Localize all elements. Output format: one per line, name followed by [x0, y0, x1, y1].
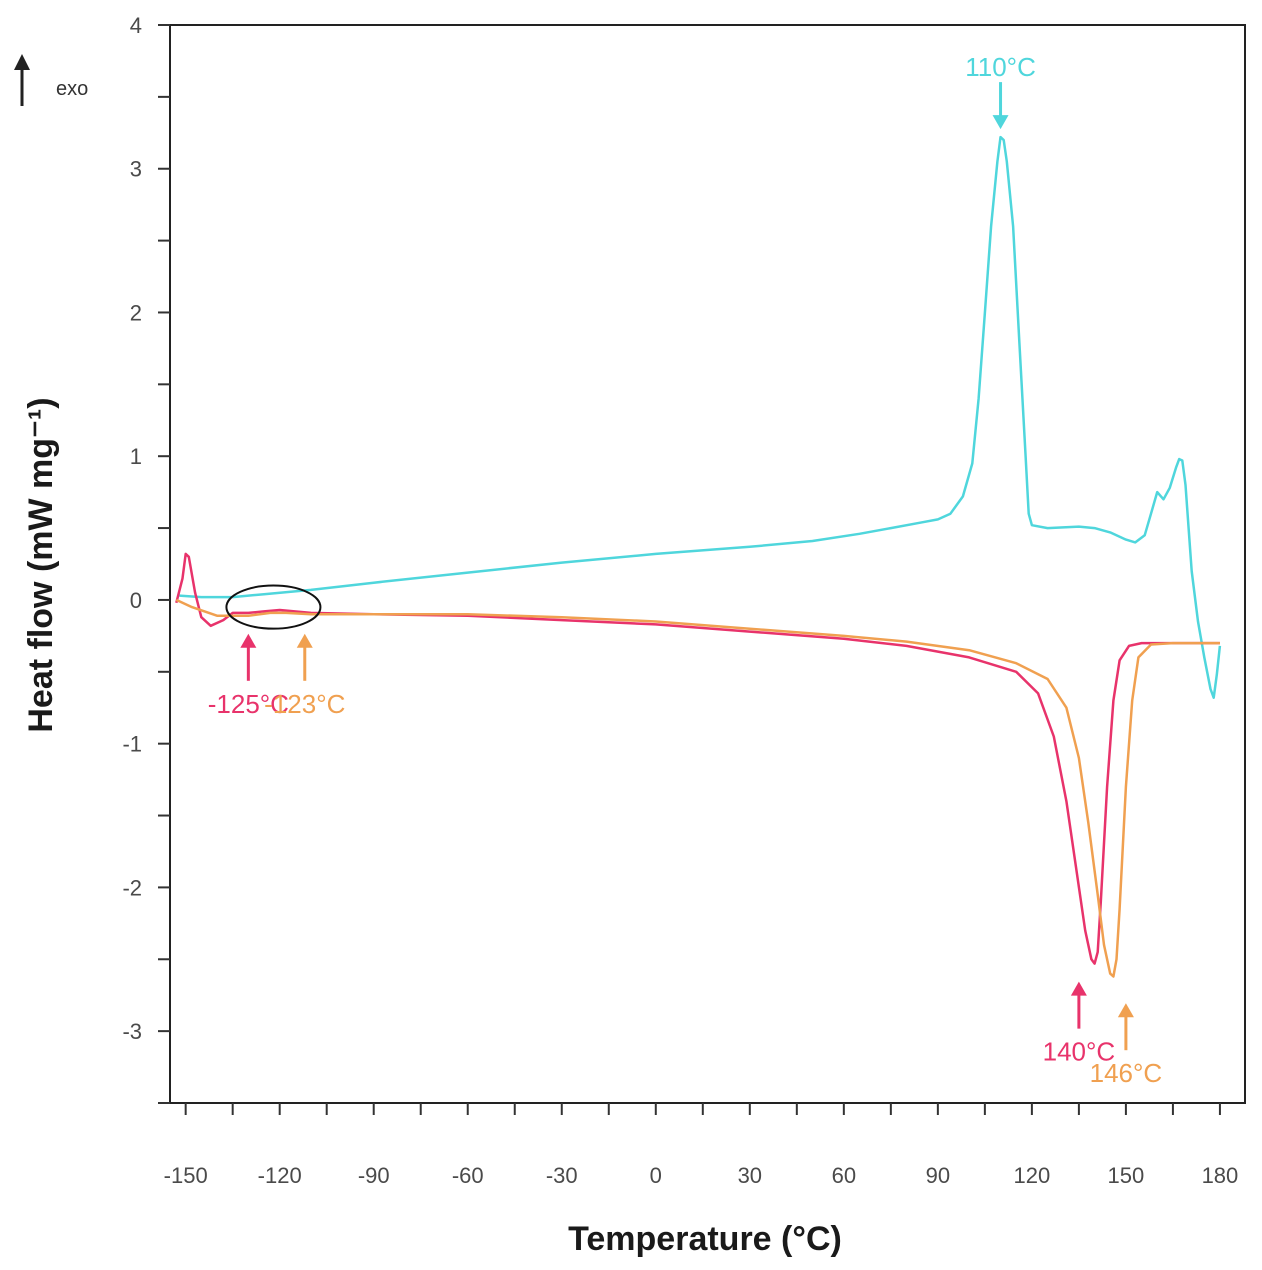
annotation-label: 140°C	[1043, 1037, 1116, 1067]
y-tick-label: 0	[130, 588, 142, 613]
y-axis-title: Heat flow (mW mg⁻¹)	[22, 397, 60, 732]
y-axis-ticks: -3 -2 -1 0 1 2 3 4	[122, 13, 170, 1104]
arrow-up-icon	[1117, 1003, 1134, 1018]
arrow-up-icon	[240, 633, 257, 648]
x-tick-label: -120	[258, 1163, 302, 1188]
x-tick-label: 0	[650, 1163, 662, 1188]
x-tick-label: -150	[164, 1163, 208, 1188]
x-tick-label: 90	[926, 1163, 950, 1188]
y-tick-label: -2	[122, 875, 142, 900]
x-axis-title: Temperature (°C)	[568, 1220, 842, 1258]
arrow-up-icon	[296, 633, 313, 648]
y-tick-label: -1	[122, 732, 142, 757]
x-tick-label: 180	[1202, 1163, 1239, 1188]
annotation-label: 110°C	[965, 52, 1036, 82]
exo-indicator: exo	[14, 54, 88, 106]
x-axis-ticks: -150 -120 -90 -60 -30 0 30 60 90 120 150 180	[164, 1103, 1239, 1188]
annotation-label: -123°C	[264, 689, 345, 719]
y-tick-label: 2	[130, 300, 142, 325]
y-tick-label: 3	[130, 157, 142, 182]
x-tick-label: -30	[546, 1163, 578, 1188]
x-tick-label: 60	[832, 1163, 856, 1188]
x-tick-label: 150	[1108, 1163, 1145, 1188]
series-line-pink	[175, 552, 1220, 965]
x-tick-label: 30	[738, 1163, 762, 1188]
y-tick-label: 4	[130, 13, 142, 38]
highlight-ellipse	[225, 584, 322, 630]
exo-label: exo	[56, 78, 88, 100]
plot-frame	[169, 24, 1246, 1104]
x-tick-label: -60	[452, 1163, 484, 1188]
x-tick-label: -90	[358, 1163, 390, 1188]
series-line-cyan	[179, 135, 1222, 699]
arrow-down-icon	[992, 115, 1009, 130]
annotation-label: 146°C	[1090, 1058, 1163, 1088]
series-layer	[175, 135, 1222, 978]
arrow-up-icon	[1070, 981, 1087, 996]
series-line-orange	[175, 598, 1220, 978]
y-tick-label: -3	[122, 1019, 142, 1044]
exo-arrow-up-icon	[14, 54, 30, 70]
y-tick-label: 1	[130, 444, 142, 469]
annotation-label: -125°C	[208, 689, 289, 719]
x-tick-label: 120	[1014, 1163, 1051, 1188]
